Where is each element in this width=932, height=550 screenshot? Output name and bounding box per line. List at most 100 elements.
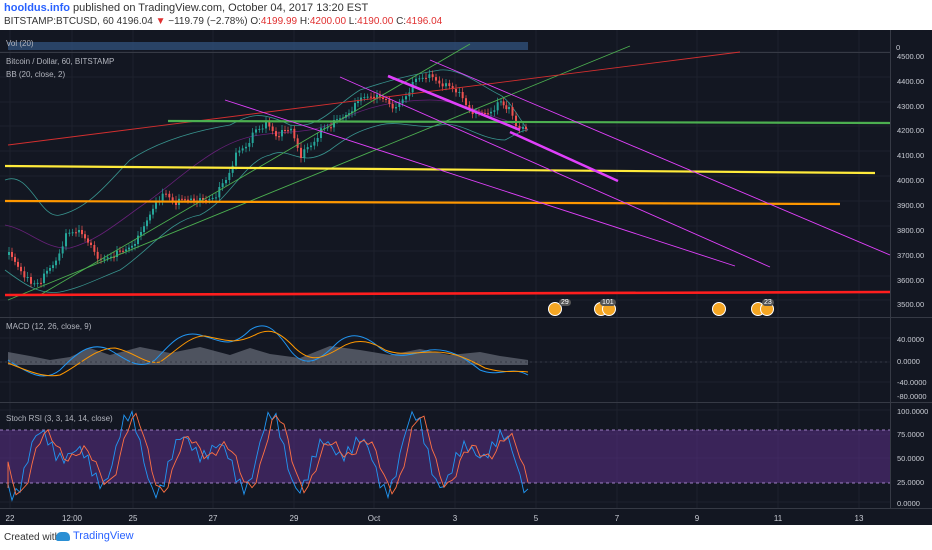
candle-body — [296, 138, 299, 148]
candle-body — [251, 132, 254, 143]
macd-tick: 40.0000 — [897, 335, 925, 344]
last-price: 4196.04 — [116, 16, 153, 27]
tradingview-brand[interactable]: TradingView — [56, 530, 134, 542]
stoch-label: Stoch RSI (3, 3, 14, 14, close) — [6, 414, 113, 423]
chart-canvas[interactable] — [0, 30, 932, 525]
macd-line — [7, 325, 529, 377]
chart-area[interactable]: Vol (20) Bitcoin / Dollar, 60, BITSTAMP … — [0, 30, 932, 525]
candle-body — [525, 126, 527, 129]
publish-line: hooldus.info published on TradingView.co… — [4, 2, 368, 14]
candle-body — [90, 242, 92, 245]
candle-body — [465, 98, 467, 105]
candle-body — [71, 232, 74, 234]
candle-body — [149, 214, 151, 221]
candle-body — [68, 232, 71, 234]
trendline-green-thin-lower — [7, 45, 631, 301]
channel-magenta-thin-2 — [339, 76, 771, 268]
stoch-tick: 0.0000 — [897, 499, 920, 508]
candle-body — [313, 141, 316, 146]
chart-header: hooldus.info published on TradingView.co… — [0, 0, 932, 30]
candle-body — [52, 265, 54, 268]
candle-body — [461, 92, 464, 99]
event-badge-count[interactable]: 23 — [762, 299, 774, 306]
time-tick: 27 — [208, 514, 218, 523]
candle-body — [357, 101, 359, 103]
price-tick: 3700.00 — [897, 251, 925, 260]
candle-body — [300, 147, 302, 158]
candle-body — [293, 128, 296, 139]
time-tick: 5 — [533, 514, 539, 523]
candle-body — [36, 282, 39, 284]
candle-body — [106, 257, 109, 259]
event-badge[interactable] — [712, 302, 726, 316]
candle-body — [391, 103, 394, 109]
candle-body — [435, 77, 437, 81]
bb-upper — [4, 69, 529, 216]
candle-body — [215, 197, 217, 199]
candle-body — [496, 102, 499, 111]
candle-body — [284, 130, 286, 131]
macd-pane-separator[interactable] — [0, 317, 932, 318]
price-tick: 4100.00 — [897, 151, 925, 160]
price-tick: 4500.00 — [897, 52, 925, 61]
macd-histogram — [8, 346, 528, 365]
event-badge-count[interactable]: 29 — [559, 299, 571, 306]
candle-body — [238, 150, 241, 153]
trendline-green-thin-upper — [39, 43, 471, 296]
volume-pane-separator[interactable] — [0, 52, 890, 53]
candle-body — [165, 193, 167, 195]
candle-body — [43, 273, 45, 283]
stoch-rsi-indicator — [7, 409, 529, 502]
candle-body — [458, 92, 461, 93]
candle-body — [438, 80, 441, 84]
candle-body — [348, 113, 350, 115]
price-tick: 3600.00 — [897, 276, 925, 285]
stoch-k-line — [7, 409, 529, 502]
candle-body — [49, 268, 51, 271]
channel-magenta-thick-2 — [509, 130, 619, 183]
tradingview-cloud-icon — [56, 531, 70, 541]
candle-body — [255, 129, 257, 133]
candle-body — [493, 110, 496, 112]
candle-body — [268, 122, 271, 127]
level-yellow — [4, 164, 876, 175]
level-orange — [4, 199, 841, 206]
candle-body — [287, 130, 289, 132]
event-badge[interactable] — [548, 302, 562, 316]
candle-body — [93, 245, 96, 252]
candle-body — [228, 172, 231, 180]
stoch-d-line — [7, 412, 529, 496]
time-tick: 12:00 — [61, 514, 83, 523]
candle-body — [81, 230, 83, 235]
macd-tick: -80.0000 — [897, 392, 927, 401]
candle-body — [323, 127, 326, 129]
candle-body — [143, 226, 145, 232]
volume-axis-label: 0 — [896, 43, 901, 52]
candle-body — [187, 199, 189, 201]
bollinger-bands — [4, 69, 529, 293]
created-with-label: Created with — [4, 532, 61, 543]
stoch-tick: 25.0000 — [897, 478, 925, 487]
candle-body — [339, 118, 341, 120]
candle-body — [205, 200, 207, 201]
candle-body — [373, 96, 375, 99]
price-tick: 3500.00 — [897, 300, 925, 309]
candle-body — [271, 126, 274, 132]
candle-body — [366, 96, 369, 98]
channel-magenta-thin-3 — [224, 99, 736, 267]
candle-body — [125, 249, 127, 251]
candle-body — [484, 113, 486, 114]
support-red — [4, 290, 891, 297]
candle-body — [17, 261, 19, 267]
candle-body — [281, 130, 283, 137]
candle-body — [241, 148, 244, 151]
stoch-pane-separator[interactable] — [0, 402, 932, 403]
price-tick: 3800.00 — [897, 226, 925, 235]
stoch-tick: 75.0000 — [897, 430, 925, 439]
author-link[interactable]: hooldus.info — [4, 2, 70, 14]
candle-body — [225, 180, 227, 184]
time-tick: 3 — [452, 514, 458, 523]
level-green — [167, 119, 891, 125]
candle-body — [265, 122, 267, 129]
event-badge-count[interactable]: 101 — [600, 299, 616, 306]
